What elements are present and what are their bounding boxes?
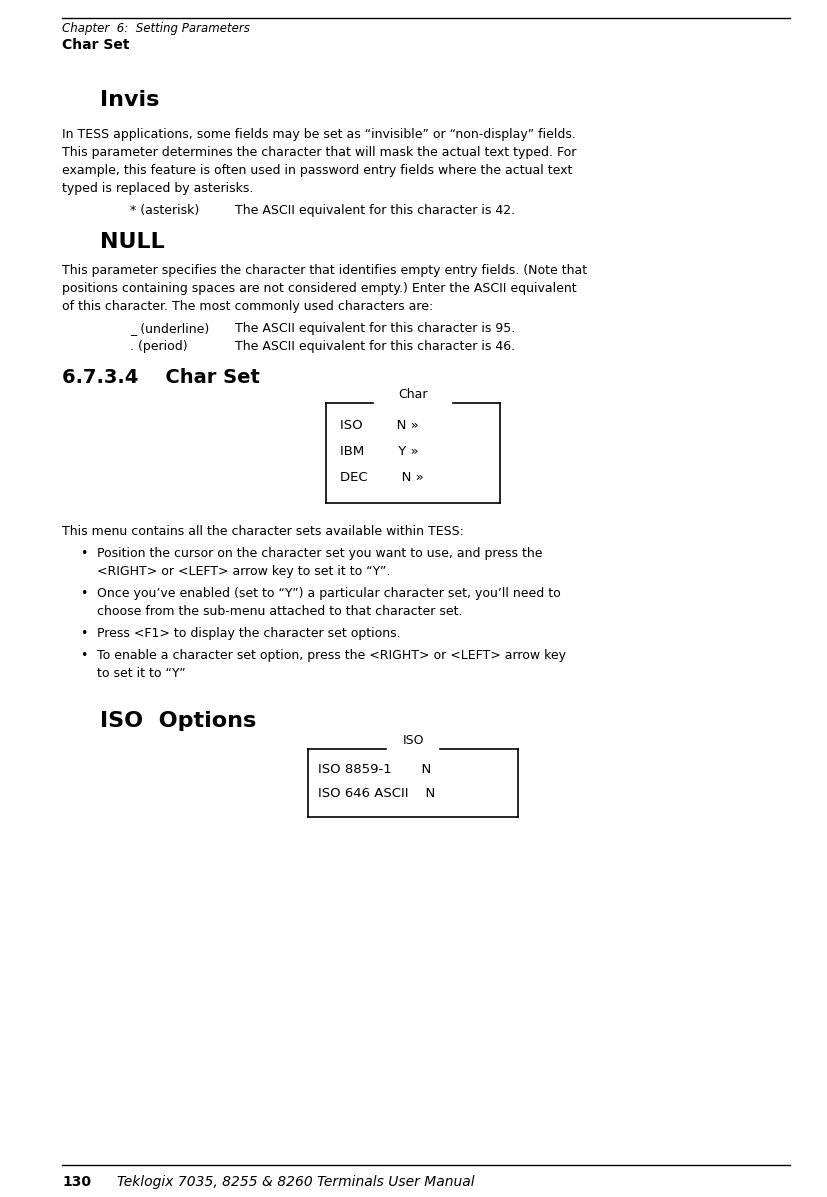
Text: <RIGHT> or <LEFT> arrow key to set it to “Y”.: <RIGHT> or <LEFT> arrow key to set it to…: [97, 565, 390, 578]
Text: NULL: NULL: [100, 232, 165, 253]
Text: ISO        N »: ISO N »: [340, 419, 418, 432]
Text: •: •: [80, 649, 88, 662]
Text: positions containing spaces are not considered empty.) Enter the ASCII equivalen: positions containing spaces are not cons…: [62, 282, 576, 294]
Text: IBM        Y »: IBM Y »: [340, 445, 418, 458]
Text: * (asterisk): * (asterisk): [130, 203, 199, 217]
Text: This parameter specifies the character that identifies empty entry fields. (Note: This parameter specifies the character t…: [62, 265, 587, 277]
Text: To enable a character set option, press the <RIGHT> or <LEFT> arrow key: To enable a character set option, press …: [97, 649, 566, 662]
Text: example, this feature is often used in password entry fields where the actual te: example, this feature is often used in p…: [62, 164, 572, 177]
Text: This parameter determines the character that will mask the actual text typed. Fo: This parameter determines the character …: [62, 146, 576, 159]
Text: The ASCII equivalent for this character is 42.: The ASCII equivalent for this character …: [235, 203, 515, 217]
Text: of this character. The most commonly used characters are:: of this character. The most commonly use…: [62, 300, 433, 312]
Text: In TESS applications, some fields may be set as “invisible” or “non-display” fie: In TESS applications, some fields may be…: [62, 128, 576, 141]
Text: •: •: [80, 587, 88, 600]
Text: Once you’ve enabled (set to “Y”) a particular character set, you’ll need to: Once you’ve enabled (set to “Y”) a parti…: [97, 587, 561, 600]
Text: •: •: [80, 627, 88, 640]
Text: Teklogix 7035, 8255 & 8260 Terminals User Manual: Teklogix 7035, 8255 & 8260 Terminals Use…: [117, 1175, 475, 1189]
Text: The ASCII equivalent for this character is 95.: The ASCII equivalent for this character …: [235, 322, 515, 335]
Text: ISO 646 ASCII    N: ISO 646 ASCII N: [318, 786, 435, 800]
Text: Char Set: Char Set: [62, 38, 130, 51]
Text: to set it to “Y”: to set it to “Y”: [97, 667, 185, 680]
Text: _ (underline): _ (underline): [130, 322, 209, 335]
Text: This menu contains all the character sets available within TESS:: This menu contains all the character set…: [62, 525, 464, 537]
Text: DEC        N »: DEC N »: [340, 470, 423, 484]
Text: Press <F1> to display the character set options.: Press <F1> to display the character set …: [97, 627, 400, 640]
Text: Position the cursor on the character set you want to use, and press the: Position the cursor on the character set…: [97, 547, 543, 560]
Text: . (period): . (period): [130, 340, 188, 353]
Text: Invis: Invis: [100, 90, 160, 110]
Text: The ASCII equivalent for this character is 46.: The ASCII equivalent for this character …: [235, 340, 515, 353]
Text: 130: 130: [62, 1175, 91, 1189]
Text: ISO 8859-1       N: ISO 8859-1 N: [318, 762, 431, 776]
Text: 6.7.3.4    Char Set: 6.7.3.4 Char Set: [62, 367, 260, 387]
Text: Char: Char: [399, 388, 428, 401]
Text: ISO: ISO: [402, 734, 423, 747]
Text: typed is replaced by asterisks.: typed is replaced by asterisks.: [62, 182, 253, 195]
Text: Chapter  6:  Setting Parameters: Chapter 6: Setting Parameters: [62, 22, 250, 35]
Text: choose from the sub-menu attached to that character set.: choose from the sub-menu attached to tha…: [97, 604, 462, 618]
Text: •: •: [80, 547, 88, 560]
Text: ISO  Options: ISO Options: [100, 711, 256, 731]
